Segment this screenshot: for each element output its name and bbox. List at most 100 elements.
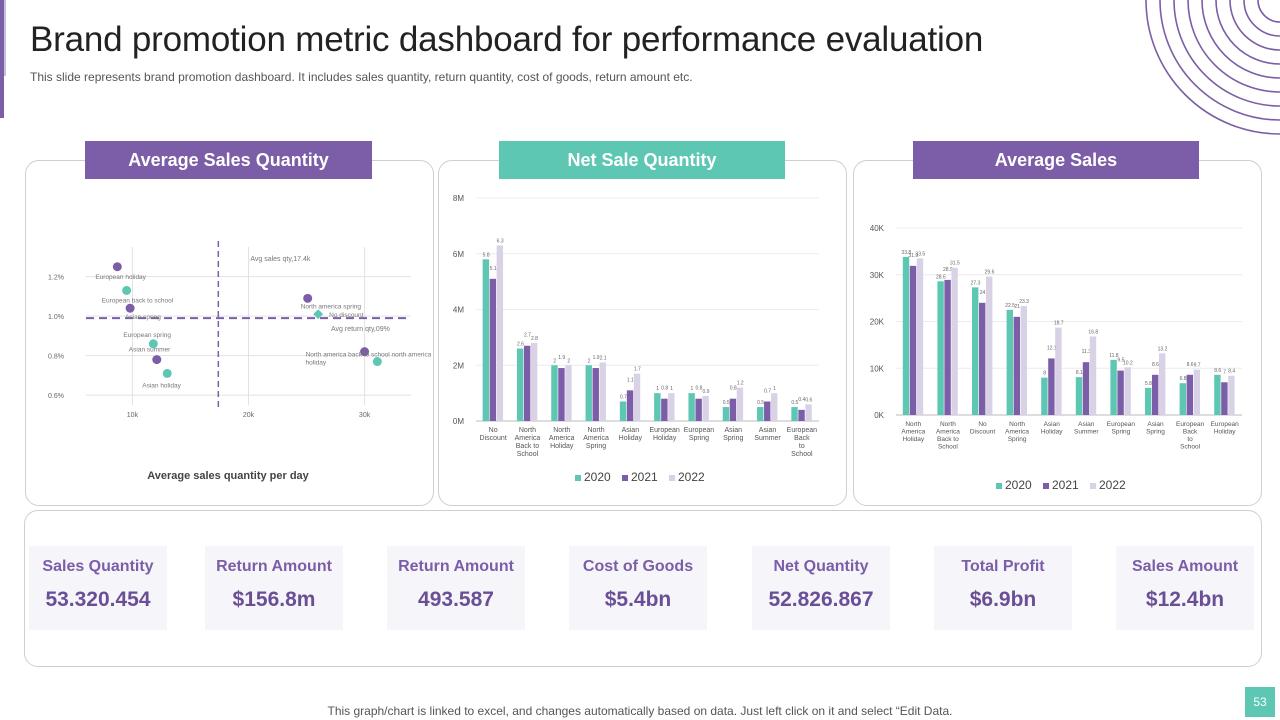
bar-value-label: 11.8	[1109, 353, 1119, 359]
scatter-point	[372, 357, 382, 367]
category-label: European Back to School	[1176, 421, 1205, 451]
bar	[937, 281, 944, 415]
legend-label: 2022	[1099, 478, 1126, 492]
point-label: Asian holiday	[142, 382, 181, 389]
bar-value-label: 7	[1223, 369, 1226, 375]
kpi-card-net-quantity: Net Quantity 52.826.867	[752, 546, 890, 630]
kpi-card-return-amount-2: Return Amount 493.587	[387, 546, 525, 630]
legend-label: 2021	[631, 470, 658, 484]
bar-value-label: 2.1	[600, 355, 607, 361]
bar	[1159, 353, 1166, 415]
category-label: North America Spring	[1005, 421, 1029, 443]
point-label: No discount	[329, 312, 364, 319]
scatter-point	[112, 262, 122, 272]
bar	[523, 345, 531, 421]
average-sales-panel-title: Average Sales	[913, 141, 1199, 179]
bar	[1117, 370, 1124, 415]
bar-value-label: 5.8	[483, 252, 490, 258]
bar	[972, 287, 979, 415]
point-label: North america back to school north ameri…	[306, 352, 431, 367]
average-sales-chart[interactable]: 0K 10K 20K 30K 40K 33.831.933.5 North America Ho…	[854, 185, 1259, 500]
net-sale-chart[interactable]: 0M 2M 4M 6M 8M 5.8 5.1 6.3 No Discount 2.62.72.8 No…	[439, 185, 844, 500]
y-tick-label: 1.2%	[48, 275, 64, 282]
bar	[668, 393, 675, 421]
bar	[951, 267, 958, 415]
bar-value-label: 2.6	[517, 342, 524, 348]
bar-value-label: 9.5	[1117, 358, 1124, 364]
bar	[551, 365, 558, 421]
bar-value-label: 13.2	[1158, 346, 1168, 352]
scatter-point	[148, 339, 158, 349]
bar	[1089, 336, 1097, 415]
bar-value-label: 2.8	[531, 336, 538, 342]
legend-swatch	[622, 475, 628, 481]
legend-swatch	[669, 475, 675, 481]
x-tick-label: 30k	[359, 412, 371, 419]
bar-value-label: 11.3	[1082, 349, 1092, 355]
bar	[695, 398, 702, 421]
kpi-card-sales-amount: Sales Amount $12.4bn	[1116, 546, 1254, 630]
bar-value-label: 8.6	[1187, 362, 1194, 368]
bar	[979, 302, 986, 415]
bar-value-label: 0.5	[757, 400, 764, 406]
x-tick-label: 10k	[127, 412, 139, 419]
bar	[558, 368, 565, 421]
bar	[496, 245, 504, 421]
bar	[1228, 375, 1235, 415]
bar-value-label: 9.7	[1194, 363, 1201, 369]
bar	[1075, 377, 1083, 415]
accent-bar-light	[4, 0, 6, 76]
bar-value-label: 0.8	[730, 386, 737, 392]
bar	[771, 393, 778, 421]
bar	[489, 278, 497, 421]
kpi-card-cost-of-goods: Cost of Goods $5.4bn	[569, 546, 707, 630]
kpi-value: $12.4bn	[1145, 588, 1225, 611]
bar-value-label: 27.3	[971, 280, 981, 286]
bar-value-label: 10.2	[1123, 360, 1133, 366]
bar-value-label: 1	[691, 386, 694, 392]
bar-value-label: 8.1	[1076, 370, 1083, 376]
scatter-chart[interactable]: 0.6% 0.8% 1.0% 1.2% 10k 20k 30k Avg sales qty,1…	[26, 185, 431, 500]
bar-value-label: 31.5	[950, 261, 960, 267]
legend-label: 2020	[584, 470, 611, 484]
y-tick-label: 30K	[870, 271, 885, 280]
bar	[1186, 374, 1193, 415]
category-label: North America Back to School	[936, 421, 960, 451]
bar-value-label: 0.7	[764, 388, 771, 394]
bar-value-label: 1.9	[558, 355, 565, 361]
bar-value-label: 5.1	[490, 266, 497, 272]
decorative-ring	[1201, 0, 1280, 79]
category-label: No Discount	[970, 421, 995, 436]
bar-value-label: 1.9	[593, 355, 600, 361]
bar-value-label: 33.5	[915, 251, 925, 257]
point-label: European spring	[123, 332, 171, 339]
legend-swatch	[1090, 483, 1096, 489]
bar-value-label: 8.6	[1214, 368, 1221, 374]
bar-value-label: 1	[656, 386, 659, 392]
bar	[1041, 377, 1048, 415]
bar-value-label: 0.6	[805, 397, 812, 403]
point-label: European holiday	[95, 274, 146, 281]
y-tick-label: 0M	[453, 417, 464, 426]
bar	[1082, 362, 1090, 415]
point-label: Asian spring	[125, 314, 161, 321]
x-tick-label: 20k	[243, 412, 255, 419]
kpi-value: 493.587	[418, 588, 494, 611]
bar-value-label: 12.1	[1047, 345, 1057, 351]
kpi-label: Sales Amount	[1131, 558, 1239, 575]
y-tick-label: 20K	[870, 318, 885, 327]
y-tick-label: 8M	[453, 194, 464, 203]
decorative-ring	[1187, 0, 1280, 93]
category-label: Asian Spring	[1146, 421, 1165, 436]
bar	[909, 265, 917, 415]
bar-value-label: 0.8	[695, 386, 702, 392]
category-label: European Back to School	[787, 427, 817, 458]
category-label: Asian Spring	[723, 427, 743, 442]
bar-value-label: 0.7	[620, 394, 627, 400]
bar-value-label: 2	[567, 358, 570, 364]
scatter-point	[122, 285, 132, 295]
bar	[688, 393, 695, 421]
reference-label: Avg sales qty,17.4k	[250, 256, 311, 263]
y-tick-label: 0.6%	[48, 393, 64, 400]
category-label: Asian Holiday	[1041, 421, 1063, 436]
